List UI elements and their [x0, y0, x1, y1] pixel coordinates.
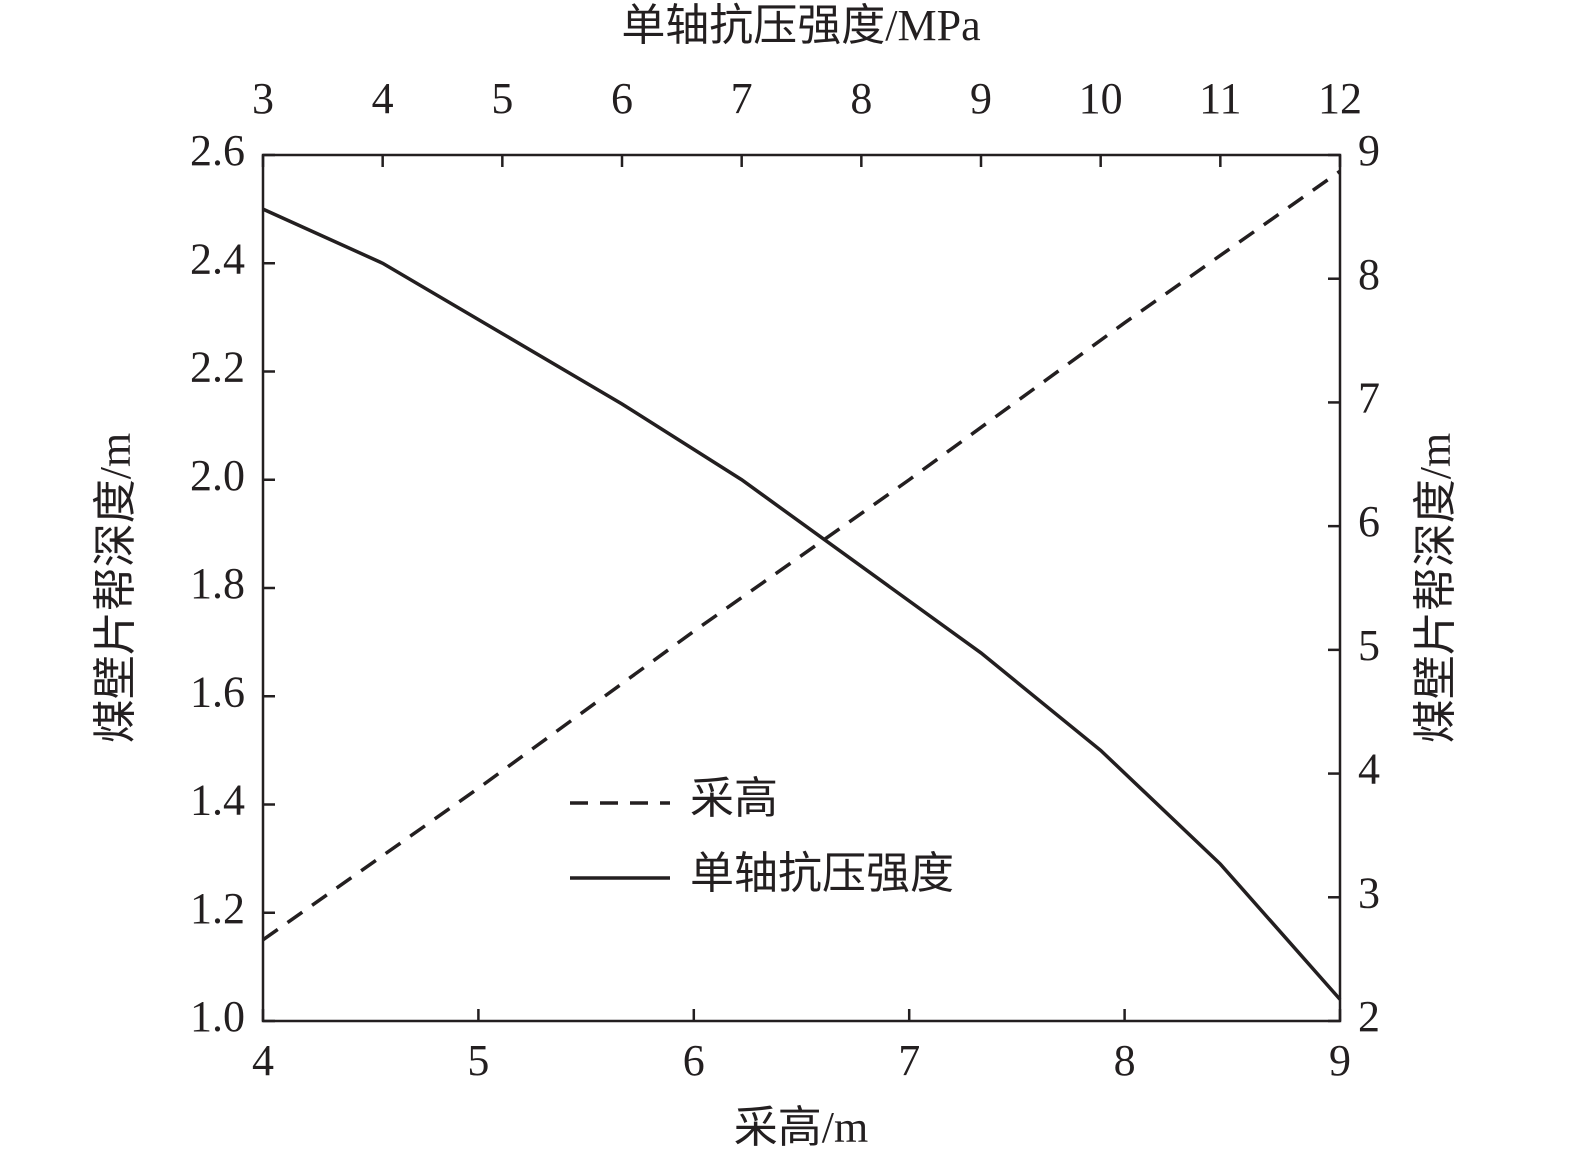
x2-tick-label: 12	[1318, 74, 1362, 123]
x-tick-label: 5	[467, 1036, 489, 1085]
y-tick-label: 1.8	[190, 559, 245, 608]
y2-tick-label: 8	[1358, 250, 1380, 299]
line-series	[261, 169, 1342, 942]
x2-tick-label: 7	[731, 74, 753, 123]
y-axis-title: 煤壁片帮深度/m	[91, 433, 140, 743]
y-tick-label: 2.6	[190, 126, 245, 175]
y-tick-label: 2.2	[190, 343, 245, 392]
x-tick-label: 4	[252, 1036, 274, 1085]
x2-axis-title: 单轴抗压强度/MPa	[621, 1, 980, 50]
x2-tick-label: 11	[1199, 74, 1241, 123]
y2-tick-label: 9	[1358, 126, 1380, 175]
y-tick-label: 2.4	[190, 234, 245, 283]
legend-label: 采高	[690, 774, 778, 823]
x2-tick-label: 9	[970, 74, 992, 123]
x2-tick-label: 5	[491, 74, 513, 123]
x-tick-label: 8	[1114, 1036, 1136, 1085]
x-tick-label: 9	[1329, 1036, 1351, 1085]
y2-tick-label: 6	[1358, 497, 1380, 546]
x2-tick-label: 6	[611, 74, 633, 123]
y-tick-label: 1.4	[190, 776, 245, 825]
y2-axis-title: 煤壁片帮深度/m	[1411, 433, 1460, 743]
x-tick-label: 6	[683, 1036, 705, 1085]
y2-tick-label: 3	[1358, 868, 1380, 917]
x2-tick-label: 10	[1079, 74, 1123, 123]
y-tick-label: 1.6	[190, 667, 245, 716]
y2-tick-label: 2	[1358, 992, 1380, 1041]
y2-tick-label: 7	[1358, 374, 1380, 423]
y-tick-label: 2.0	[190, 451, 245, 500]
x2-tick-label: 8	[850, 74, 872, 123]
y2-tick-label: 4	[1358, 745, 1380, 794]
x2-tick-label: 4	[372, 74, 394, 123]
legend-label: 单轴抗压强度	[690, 849, 954, 898]
y-tick-label: 1.0	[190, 992, 245, 1041]
y2-tick-label: 5	[1358, 621, 1380, 670]
x-axis-title: 采高/m	[734, 1103, 868, 1152]
x2-tick-label: 3	[252, 74, 274, 123]
y-tick-label: 1.2	[190, 884, 245, 933]
x-tick-label: 7	[898, 1036, 920, 1085]
line-series	[262, 207, 1342, 1001]
